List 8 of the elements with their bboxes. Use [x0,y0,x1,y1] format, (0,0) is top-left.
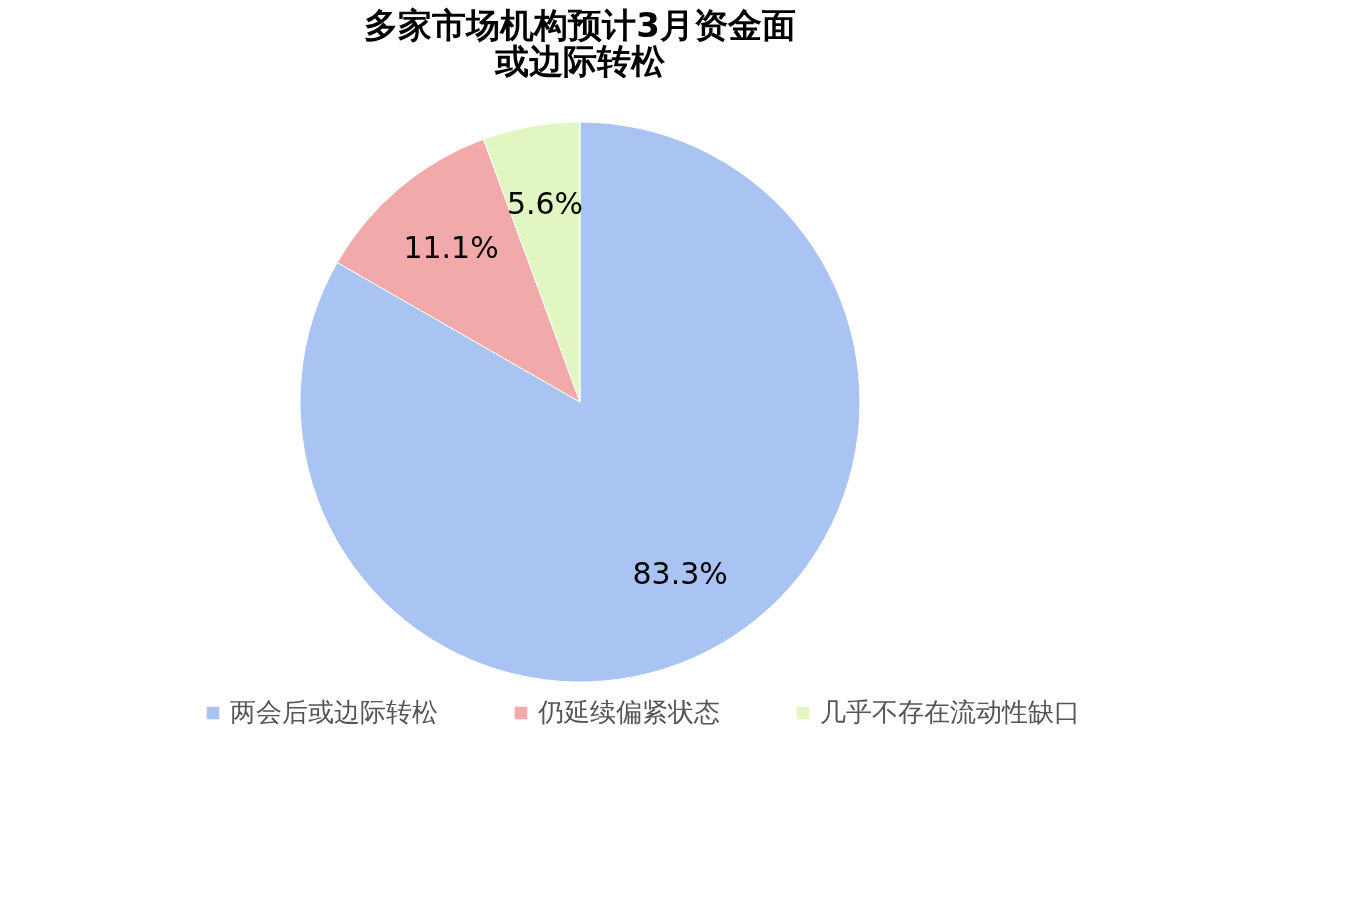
pie-slice [299,121,861,683]
data-label: 11.1% [403,230,499,266]
legend-label: 两会后或边际转松 [230,697,438,727]
data-label: 83.3% [632,556,728,592]
chart-title: 多家市场机构预计3月资金面或边际转松 [364,5,796,81]
legend-label: 几乎不存在流动性缺口 [820,697,1080,727]
data-label: 5.6% [506,186,584,222]
legend-label: 仍延续偏紧状态 [537,697,720,727]
